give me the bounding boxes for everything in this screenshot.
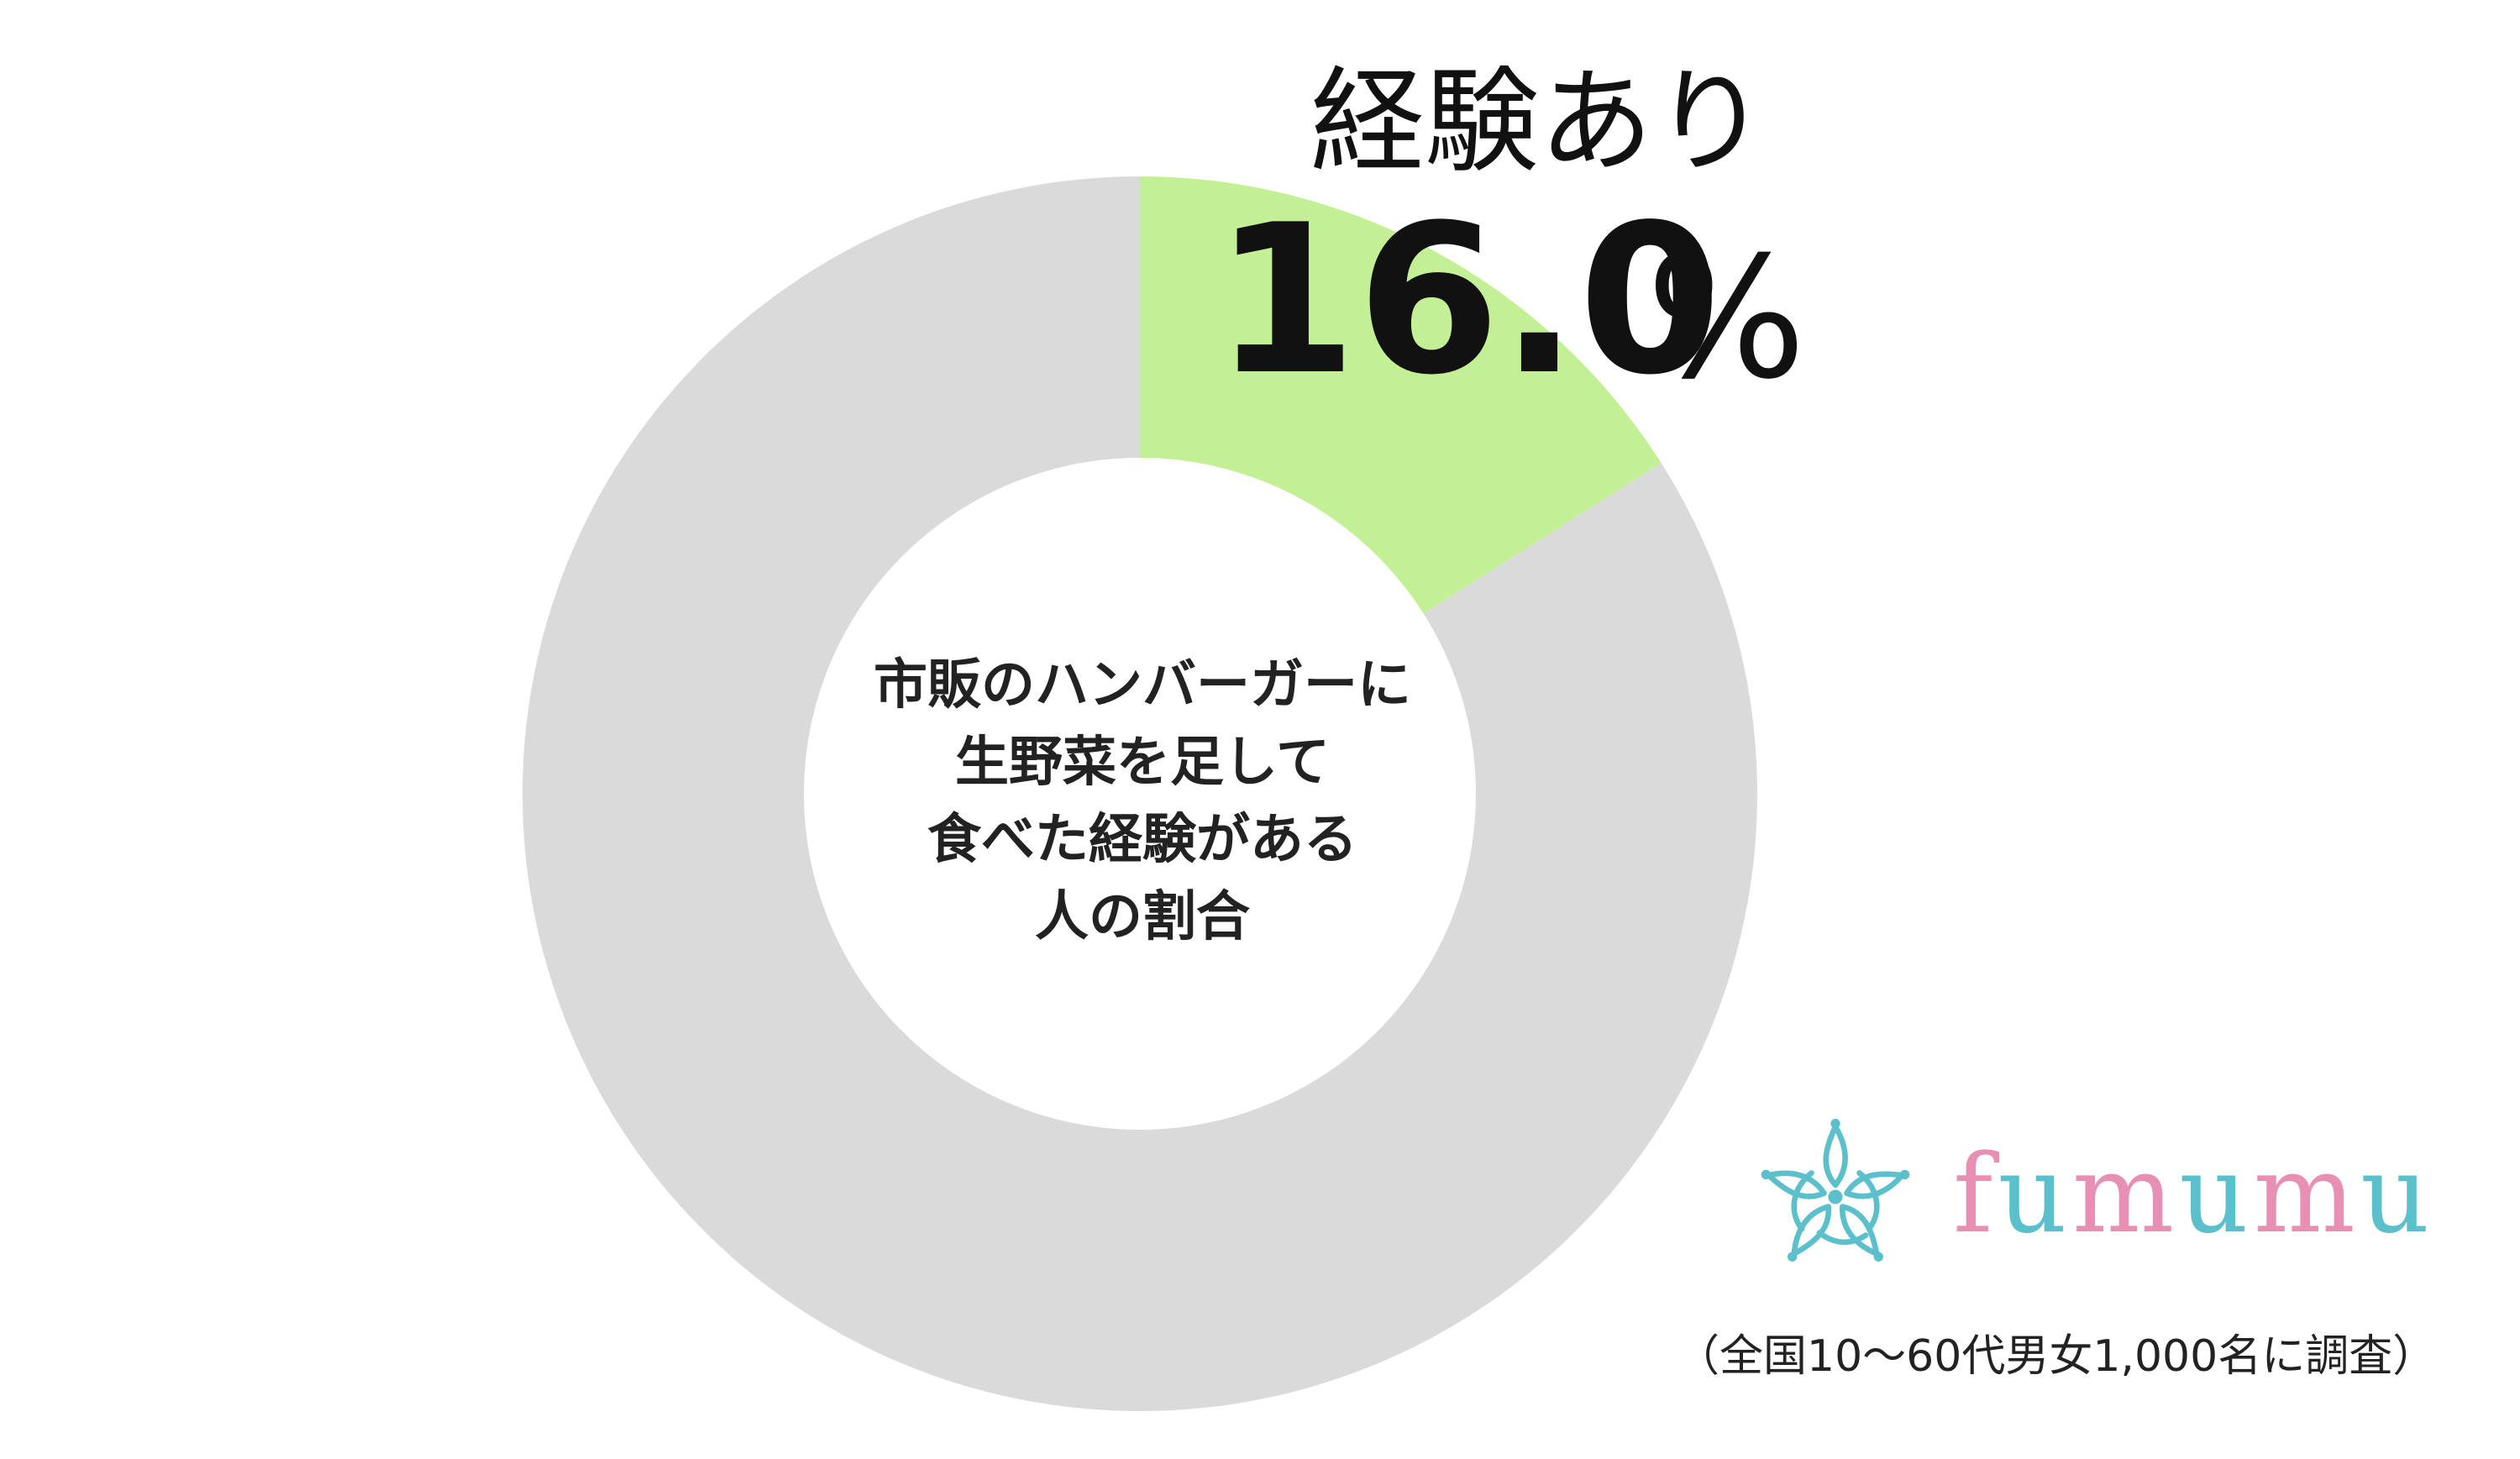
- survey-footnote: （全国10～60代男女1,000名に調査）: [1676, 1331, 2437, 1382]
- logo-letter: m: [2071, 1132, 2180, 1257]
- donut-slice-other: [522, 176, 1758, 1411]
- center-label: 市販のハンバーガーに 生野菜を足して 食べた経験がある 人の割合: [865, 647, 1420, 956]
- donut-slice-experienced: [1140, 176, 1662, 614]
- center-label-line: 人の割合: [1035, 886, 1250, 948]
- logo-wordmark: fumumu: [1953, 1132, 2434, 1257]
- logo-letter: u: [2179, 1132, 2254, 1257]
- logo-letter: f: [1953, 1132, 1998, 1257]
- logo-letter: m: [2253, 1132, 2360, 1257]
- logo-letter: u: [1998, 1132, 2072, 1257]
- center-label-line: 食べた経験がある: [927, 809, 1357, 871]
- flower-icon: [1761, 1118, 1910, 1262]
- slice-unit: %: [1646, 221, 1807, 417]
- logo-letter: u: [2360, 1132, 2435, 1257]
- slice-label: 経験あり: [1310, 56, 1767, 189]
- slice-value: 16.0: [1214, 181, 1722, 420]
- center-label-line: 市販のハンバーガーに: [874, 654, 1411, 716]
- fumumu-logo: fumumu: [1756, 1117, 2444, 1285]
- center-label-line: 生野菜を足して: [954, 732, 1331, 794]
